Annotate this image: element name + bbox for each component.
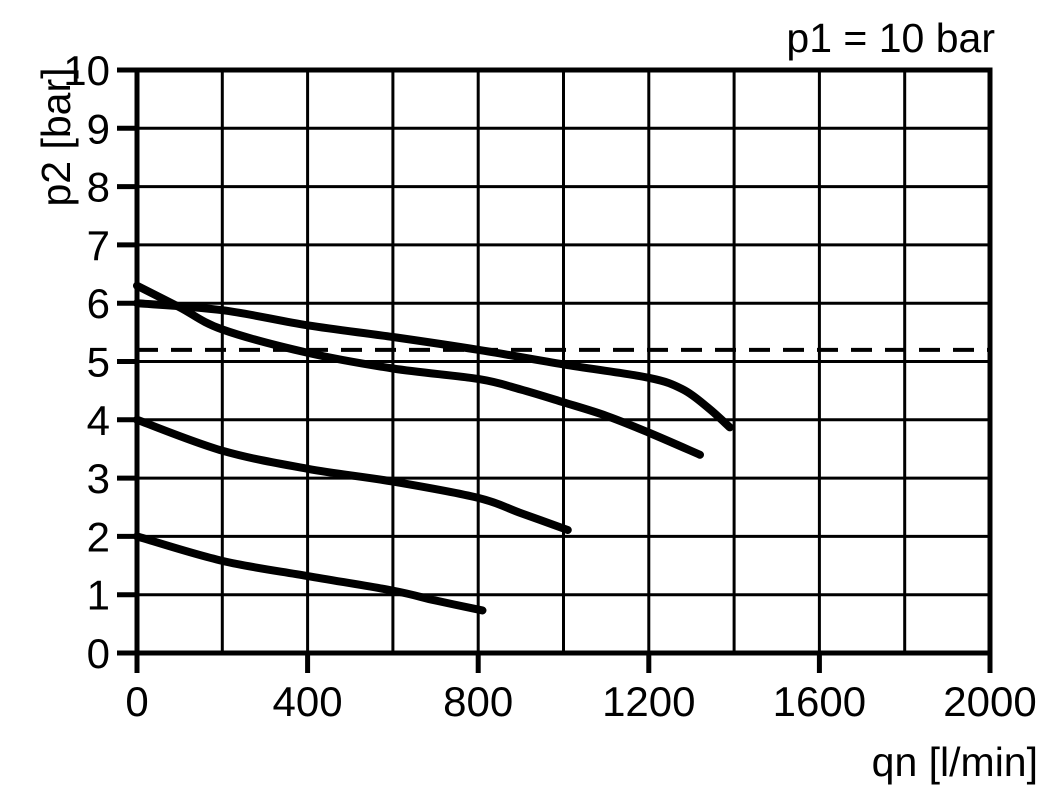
curve-3 (133, 415, 572, 534)
x-tick-label: 400 (273, 678, 343, 725)
y-tick-label: 3 (87, 455, 110, 502)
y-tick-label: 0 (87, 630, 110, 677)
y-tick-label: 7 (87, 222, 110, 269)
y-tick-label: 10 (63, 47, 110, 94)
y-tick-label: 8 (87, 164, 110, 211)
x-tick-label: 1200 (602, 678, 695, 725)
x-tick-label: 0 (125, 678, 148, 725)
y-tick-label: 4 (87, 397, 110, 444)
y-tick-label: 2 (87, 513, 110, 560)
y-tick-label: 9 (87, 105, 110, 152)
curve-1 (133, 299, 734, 432)
x-tick-label: 800 (443, 678, 513, 725)
x-tick-label: 2000 (943, 678, 1036, 725)
chart-title: p1 = 10 bar (786, 15, 995, 61)
x-axis-label: qn [l/min] (872, 739, 1038, 785)
grid-layer (134, 67, 993, 656)
tick-label-layer: 0 1 2 3 4 5 6 7 8 9 10 0 400 800 1200 1600 2000 (63, 47, 1036, 725)
curve-2 (133, 281, 704, 459)
y-axis-label: p2 [bar] (33, 67, 79, 206)
x-tick-label: 1600 (773, 678, 866, 725)
y-tick-label: 5 (87, 339, 110, 386)
y-tick-label: 6 (87, 280, 110, 327)
tick-layer (117, 67, 993, 673)
y-tick-label: 1 (87, 572, 110, 619)
curve-layer (133, 281, 734, 615)
curve-4 (133, 532, 487, 615)
